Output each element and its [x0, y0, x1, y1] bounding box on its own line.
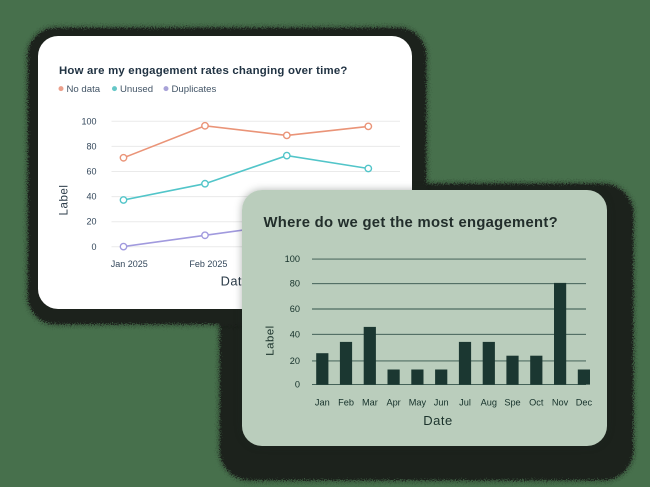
- svg-text:60: 60: [86, 167, 96, 177]
- svg-text:Unused: Unused: [120, 84, 153, 95]
- svg-text:Jan: Jan: [315, 398, 330, 408]
- svg-text:100: 100: [81, 116, 96, 126]
- svg-text:80: 80: [290, 279, 300, 289]
- svg-text:80: 80: [86, 141, 96, 151]
- svg-text:Dec: Dec: [576, 398, 593, 408]
- svg-text:Feb: Feb: [338, 398, 354, 408]
- svg-text:Aug: Aug: [481, 398, 497, 408]
- svg-text:40: 40: [290, 329, 300, 339]
- svg-text:Mar: Mar: [362, 398, 378, 408]
- svg-text:100: 100: [285, 254, 300, 264]
- svg-text:Where do we get the most engag: Where do we get the most engagement?: [264, 215, 558, 231]
- svg-text:Date: Date: [221, 274, 250, 289]
- svg-text:Apr: Apr: [386, 398, 400, 408]
- svg-text:Label: Label: [58, 185, 71, 216]
- svg-text:Label: Label: [265, 325, 277, 355]
- svg-text:May: May: [409, 398, 427, 408]
- svg-text:20: 20: [290, 356, 300, 366]
- svg-text:0: 0: [295, 380, 300, 390]
- svg-text:Jul: Jul: [459, 398, 471, 408]
- svg-text:Jun: Jun: [434, 398, 449, 408]
- svg-text:Nov: Nov: [552, 398, 569, 408]
- svg-text:How are my engagement rates ch: How are my engagement rates changing ove…: [59, 65, 348, 77]
- svg-text:60: 60: [290, 304, 300, 314]
- svg-text:Spe: Spe: [504, 398, 520, 408]
- svg-text:Duplicates: Duplicates: [172, 84, 217, 95]
- svg-text:20: 20: [86, 217, 96, 227]
- svg-text:Jan 2025: Jan 2025: [111, 259, 148, 269]
- svg-text:40: 40: [86, 192, 96, 202]
- svg-text:Date: Date: [423, 413, 452, 428]
- svg-text:0: 0: [91, 242, 96, 252]
- svg-text:No data: No data: [67, 84, 101, 95]
- svg-text:Oct: Oct: [529, 398, 544, 408]
- svg-text:Feb 2025: Feb 2025: [189, 259, 227, 269]
